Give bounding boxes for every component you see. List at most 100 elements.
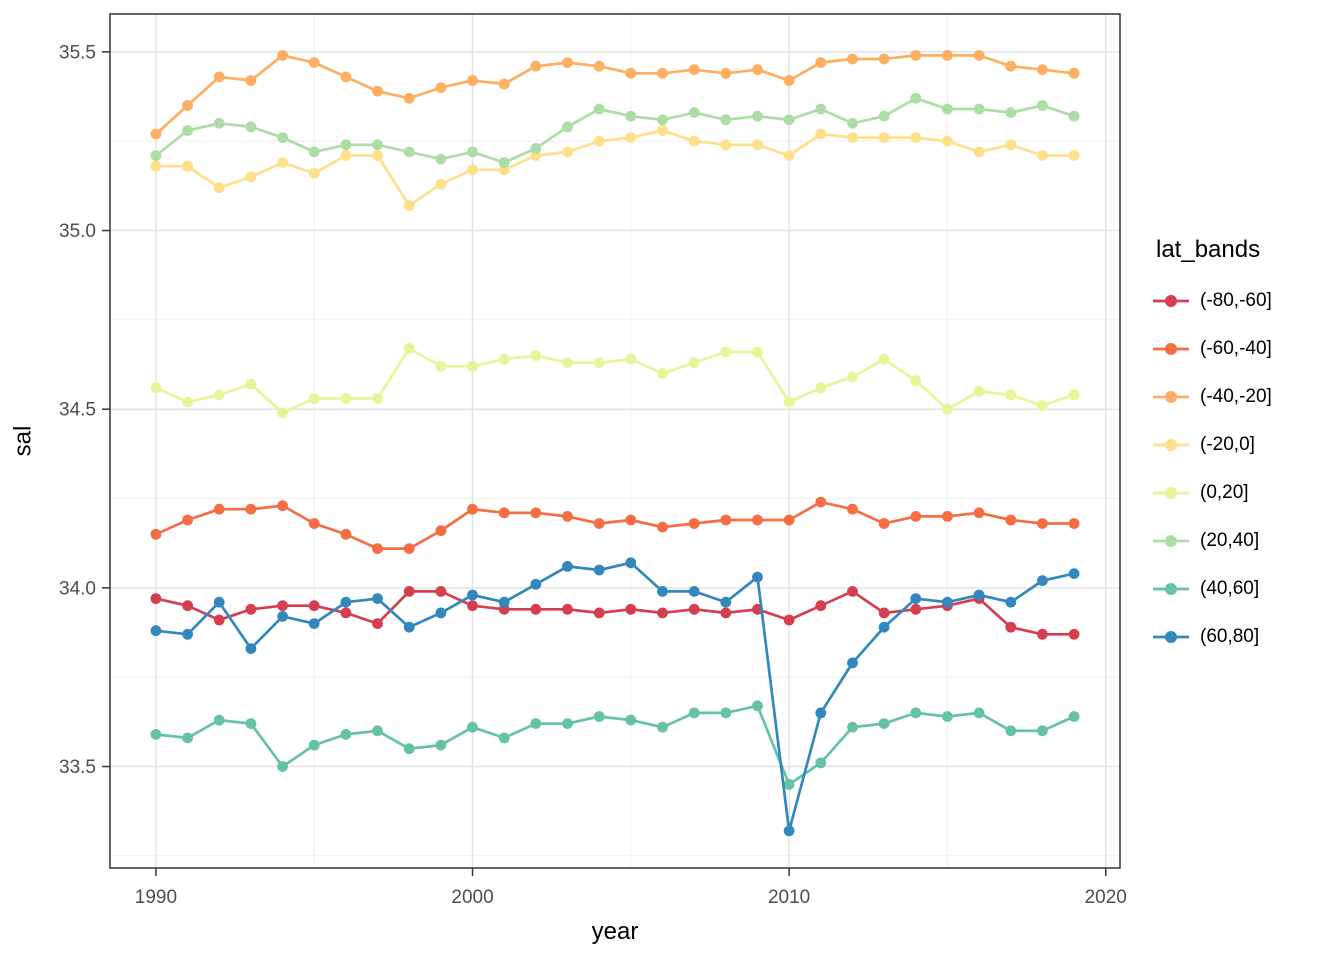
data-point (-20,0]	[847, 132, 858, 144]
data-point (-40,-20]	[562, 57, 573, 68]
data-point (0,20]	[530, 350, 542, 361]
data-point (0,20]	[340, 393, 352, 404]
data-point (20,40]	[277, 132, 288, 144]
data-point (-60,-40]	[435, 525, 447, 537]
data-point (-80,-60]	[783, 614, 795, 626]
data-point (-40,-20]	[942, 50, 953, 61]
data-point (40,60]	[1037, 725, 1048, 737]
data-point (40,60]	[467, 721, 478, 733]
data-point (60,80]	[625, 557, 637, 569]
data-point (-40,-20]	[1005, 60, 1017, 72]
data-point (20,40]	[593, 103, 605, 115]
data-point (-60,-40]	[245, 503, 257, 515]
data-point (20,40]	[1037, 100, 1048, 111]
data-point (-60,-40]	[340, 528, 352, 540]
data-point (40,60]	[878, 718, 890, 729]
data-point (60,80]	[467, 589, 478, 601]
data-point (20,40]	[372, 139, 383, 151]
data-point (-20,0]	[403, 200, 415, 211]
data-point (-40,-20]	[847, 53, 858, 65]
data-point (40,60]	[182, 732, 194, 744]
data-point (20,40]	[1005, 107, 1017, 118]
data-point (-40,-20]	[435, 82, 447, 93]
data-point (-80,-60]	[1037, 628, 1048, 640]
data-point (20,40]	[498, 157, 510, 169]
data-point (60,80]	[752, 571, 763, 583]
data-point (60,80]	[847, 657, 858, 669]
data-point (-20,0]	[910, 132, 922, 144]
data-point (-40,-20]	[213, 71, 225, 83]
data-point (40,60]	[783, 779, 795, 790]
data-point (40,60]	[720, 707, 732, 719]
data-point (20,40]	[752, 110, 763, 122]
data-point (40,60]	[752, 700, 763, 712]
data-point (0,20]	[1068, 389, 1080, 401]
data-point (-80,-60]	[878, 607, 890, 619]
data-point (0,20]	[467, 360, 478, 372]
data-point (40,60]	[1068, 711, 1080, 722]
data-point (60,80]	[910, 593, 922, 604]
data-point (20,40]	[688, 107, 700, 118]
data-point (-60,-40]	[277, 500, 288, 512]
x-tick-label: 2000	[451, 887, 493, 908]
data-point (-40,-20]	[467, 75, 478, 86]
data-point (40,60]	[562, 718, 573, 729]
data-point (60,80]	[815, 707, 827, 719]
data-point (0,20]	[498, 353, 510, 365]
data-point (-20,0]	[878, 132, 890, 144]
data-point (20,40]	[847, 117, 858, 129]
data-point (-20,0]	[150, 160, 162, 172]
data-point (-80,-60]	[847, 586, 858, 597]
data-point (-80,-60]	[308, 600, 320, 612]
data-point (40,60]	[942, 711, 953, 722]
data-point (-60,-40]	[593, 518, 605, 529]
legend-entries: (-80,-60] (-60,-40] (-40,-20] (-20,0] (0,20]…	[1152, 286, 1337, 652]
data-point (-20,0]	[340, 150, 352, 161]
legend: lat_bands (-80,-60] (-60,-40] (-40,-20] (-2…	[1152, 236, 1337, 652]
data-point (0,20]	[435, 360, 447, 372]
legend-label: (-20,0]	[1200, 434, 1255, 455]
y-tick-label: 33.5	[59, 757, 96, 778]
data-point (0,20]	[878, 353, 890, 365]
data-point (-20,0]	[245, 171, 257, 183]
legend-label: (60,80]	[1200, 626, 1260, 647]
data-point (40,60]	[498, 732, 510, 744]
data-point (0,20]	[688, 357, 700, 369]
data-point (-20,0]	[752, 139, 763, 151]
y-tick-label: 34.5	[59, 400, 96, 421]
data-point (-40,-20]	[1068, 67, 1080, 79]
data-point (-60,-40]	[372, 543, 383, 554]
data-point (-60,-40]	[752, 514, 763, 526]
data-point (20,40]	[783, 114, 795, 126]
data-point (-80,-60]	[530, 603, 542, 615]
data-point (40,60]	[245, 718, 257, 729]
data-point (-20,0]	[372, 150, 383, 161]
data-point (20,40]	[942, 103, 953, 115]
data-point (60,80]	[213, 596, 225, 608]
data-point (-40,-20]	[1037, 64, 1048, 76]
data-point (0,20]	[277, 407, 288, 419]
data-point (-60,-40]	[213, 503, 225, 515]
data-point (-60,-40]	[720, 514, 732, 526]
legend-key-icon	[1153, 295, 1189, 307]
data-point (-40,-20]	[752, 64, 763, 76]
data-point (-80,-60]	[657, 607, 668, 619]
data-point (-80,-60]	[277, 600, 288, 612]
data-point (0,20]	[783, 396, 795, 408]
data-point (0,20]	[973, 385, 985, 397]
data-point (-20,0]	[1005, 139, 1017, 151]
data-point (-60,-40]	[498, 507, 510, 519]
data-point (-40,-20]	[657, 67, 668, 79]
data-point (-80,-60]	[625, 603, 637, 615]
data-point (-40,-20]	[815, 57, 827, 68]
data-point (20,40]	[530, 143, 542, 154]
data-point (20,40]	[435, 153, 447, 165]
data-point (-40,-20]	[973, 50, 985, 61]
data-point (40,60]	[688, 707, 700, 719]
data-point (20,40]	[973, 103, 985, 115]
data-point (20,40]	[340, 139, 352, 151]
data-point (-20,0]	[688, 135, 700, 147]
data-point (40,60]	[403, 743, 415, 755]
data-point (-60,-40]	[467, 503, 478, 515]
data-point (60,80]	[657, 586, 668, 597]
